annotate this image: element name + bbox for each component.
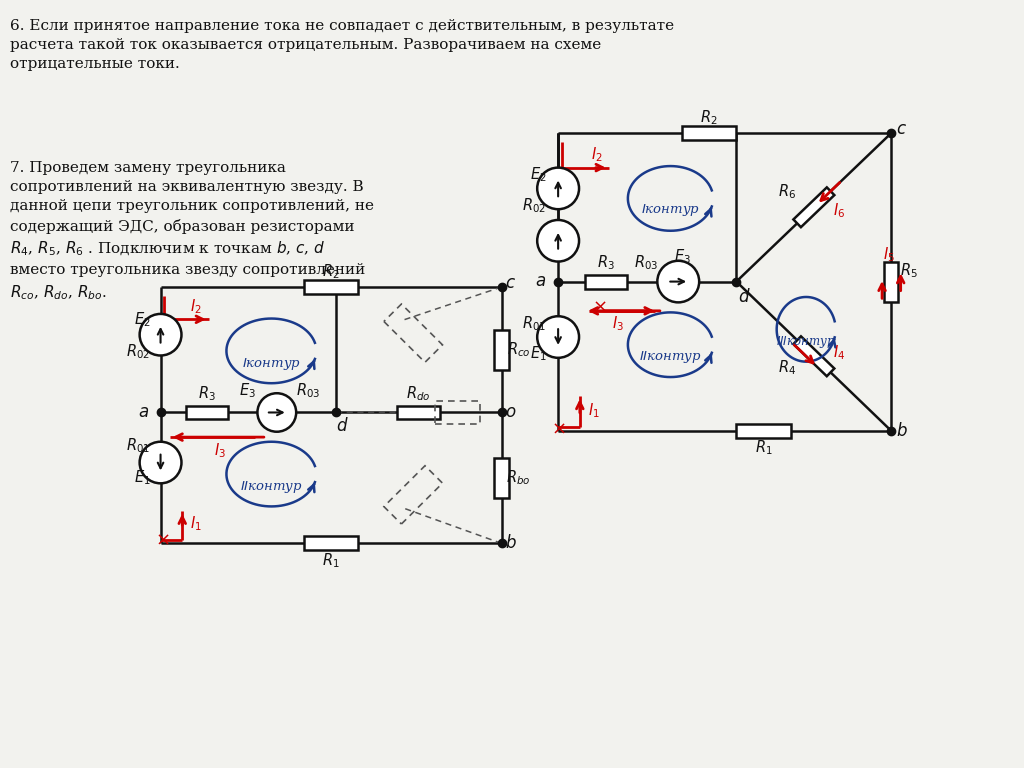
Text: $\times$: $\times$ xyxy=(592,298,606,316)
Bar xyxy=(794,336,835,376)
Bar xyxy=(736,424,791,438)
Bar xyxy=(494,329,509,369)
Text: $I_4$: $I_4$ xyxy=(833,343,845,362)
Bar xyxy=(794,187,835,227)
Text: $R_{co}$: $R_{co}$ xyxy=(507,340,530,359)
Circle shape xyxy=(538,316,579,358)
Text: $R_2$: $R_2$ xyxy=(323,262,340,281)
Text: $R_{02}$: $R_{02}$ xyxy=(522,196,547,215)
Text: $E_2$: $E_2$ xyxy=(134,310,151,329)
Circle shape xyxy=(538,167,579,209)
Bar xyxy=(185,406,228,419)
Text: $I_5$: $I_5$ xyxy=(883,246,895,264)
Text: $E_1$: $E_1$ xyxy=(134,468,151,487)
Text: $I$контур: $I$контур xyxy=(242,356,301,372)
Bar xyxy=(304,537,358,551)
Circle shape xyxy=(538,220,579,262)
Circle shape xyxy=(257,393,296,432)
Text: $a$: $a$ xyxy=(536,273,547,290)
Text: $II$контур: $II$контур xyxy=(240,479,303,495)
Circle shape xyxy=(139,442,181,483)
Text: $R_3$: $R_3$ xyxy=(597,253,615,272)
Text: $R_2$: $R_2$ xyxy=(700,108,718,127)
Text: $R_{bo}$: $R_{bo}$ xyxy=(507,468,530,487)
Bar xyxy=(494,458,509,498)
Circle shape xyxy=(657,261,699,303)
Text: $a$: $a$ xyxy=(138,404,148,421)
Text: $c$: $c$ xyxy=(896,121,907,137)
Text: $E_2$: $E_2$ xyxy=(529,165,547,184)
Text: $E_1$: $E_1$ xyxy=(529,345,547,363)
Bar xyxy=(397,406,440,419)
Text: $b$: $b$ xyxy=(505,535,517,552)
Text: $o$: $o$ xyxy=(505,404,516,421)
Text: $R_5$: $R_5$ xyxy=(899,261,918,280)
Text: $R_6$: $R_6$ xyxy=(778,183,796,201)
Circle shape xyxy=(139,314,181,356)
Text: $R_1$: $R_1$ xyxy=(755,439,772,457)
Text: $I_2$: $I_2$ xyxy=(591,145,603,164)
Text: $\times$: $\times$ xyxy=(155,531,169,548)
Text: 7. Проведем замену треугольника
сопротивлений на эквивалентную звезду. В
данной : 7. Проведем замену треугольника сопротив… xyxy=(10,161,374,302)
Text: $I_1$: $I_1$ xyxy=(190,515,202,534)
Text: $b$: $b$ xyxy=(896,422,907,440)
Bar xyxy=(435,401,480,424)
Text: $I_2$: $I_2$ xyxy=(189,297,202,316)
Text: $c$: $c$ xyxy=(506,275,516,292)
Bar xyxy=(384,304,442,362)
Text: 6. Если принятое направление тока не совпадает с действительным, в результате
ра: 6. Если принятое направление тока не сов… xyxy=(10,19,675,71)
Text: $R_{01}$: $R_{01}$ xyxy=(522,314,547,333)
Bar xyxy=(585,275,628,289)
Text: $I_3$: $I_3$ xyxy=(214,441,226,459)
Text: $II$контур: $II$контур xyxy=(639,349,701,365)
Text: $E_3$: $E_3$ xyxy=(674,247,690,266)
Text: $d$: $d$ xyxy=(738,288,751,306)
Bar xyxy=(885,262,898,302)
Text: $I_1$: $I_1$ xyxy=(588,401,600,419)
Text: $III$контур: $III$контур xyxy=(776,334,836,350)
Text: $R_{03}$: $R_{03}$ xyxy=(634,253,657,272)
Bar xyxy=(682,126,736,140)
Text: $E_3$: $E_3$ xyxy=(239,382,256,400)
Text: $I_3$: $I_3$ xyxy=(612,315,625,333)
Text: $R_{do}$: $R_{do}$ xyxy=(407,384,431,402)
Text: $I_6$: $I_6$ xyxy=(833,202,845,220)
Text: $I$контур: $I$контур xyxy=(641,202,700,218)
Text: $R_{03}$: $R_{03}$ xyxy=(296,382,319,400)
Text: $R_3$: $R_3$ xyxy=(199,384,216,402)
Text: $R_1$: $R_1$ xyxy=(323,551,340,570)
Bar xyxy=(384,465,442,524)
Text: $R_{02}$: $R_{02}$ xyxy=(126,343,151,361)
Text: $d$: $d$ xyxy=(336,417,348,435)
Bar xyxy=(304,280,358,294)
Text: $\times$: $\times$ xyxy=(551,419,565,438)
Text: $R_{01}$: $R_{01}$ xyxy=(126,436,151,455)
Text: $R_4$: $R_4$ xyxy=(777,359,796,377)
